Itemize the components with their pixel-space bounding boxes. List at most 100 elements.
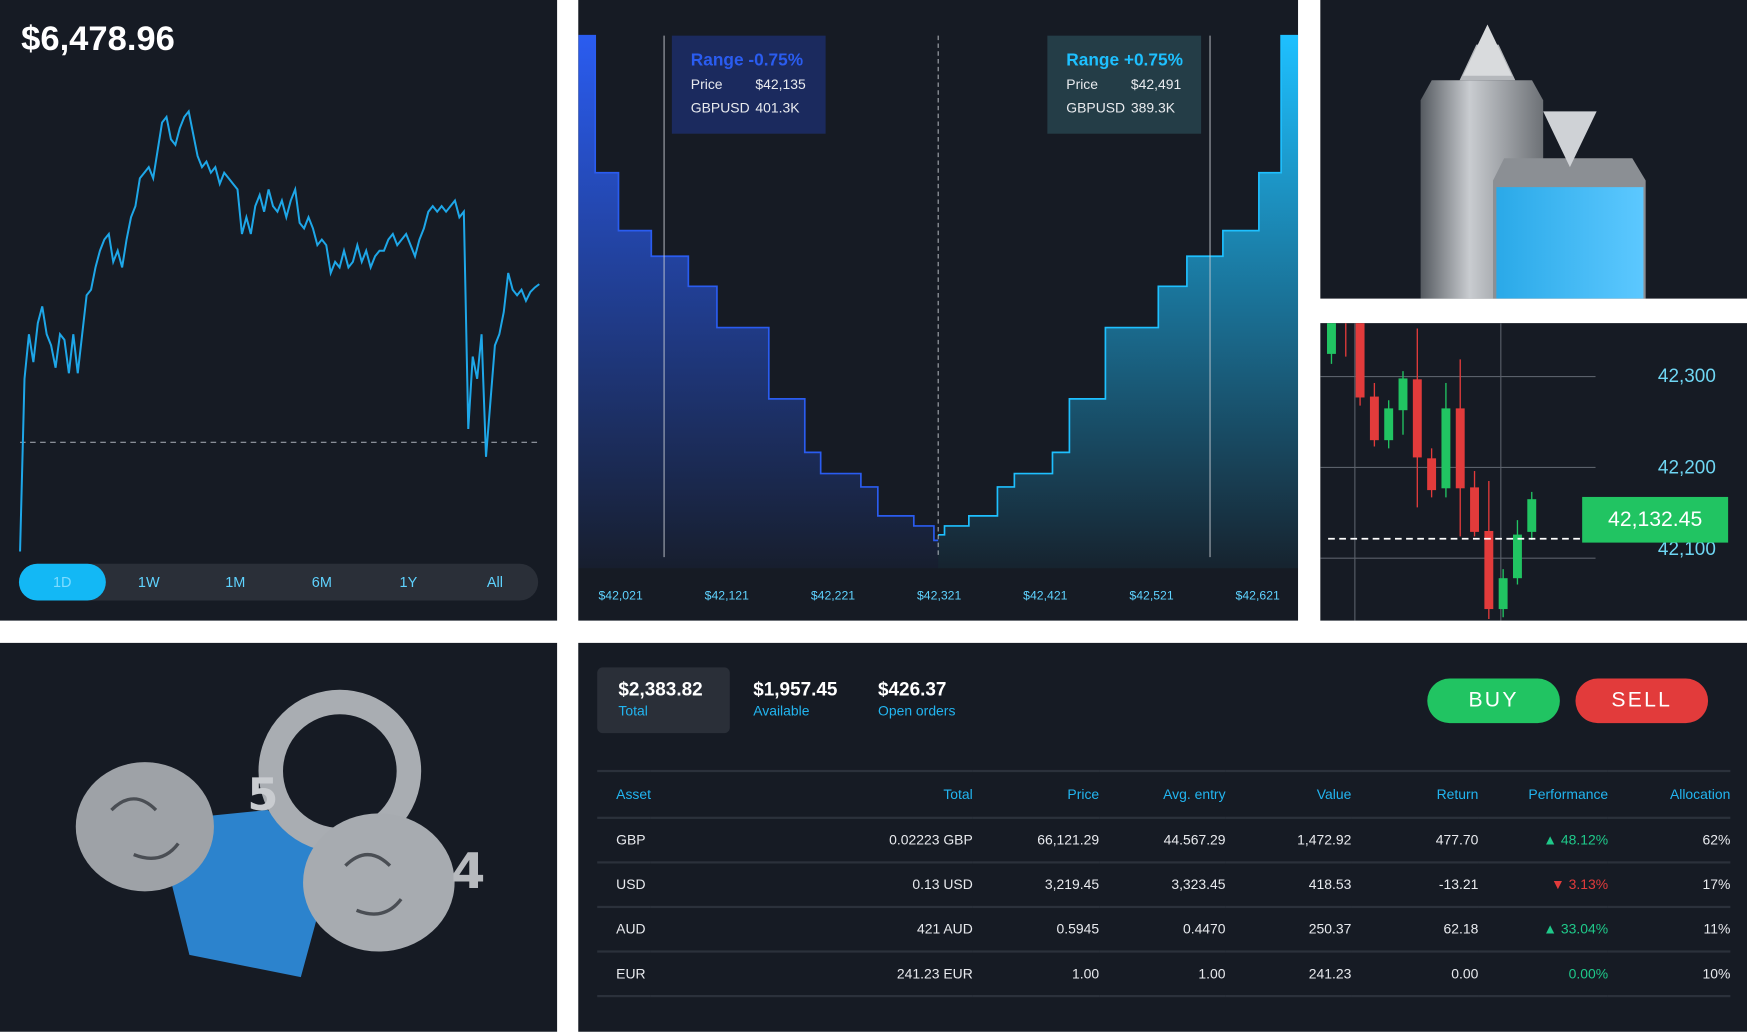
range-1d[interactable]: 1D bbox=[18, 563, 106, 601]
column-header[interactable]: Performance bbox=[1478, 769, 1609, 819]
column-header[interactable]: Allocation bbox=[1608, 769, 1731, 819]
asks-area bbox=[938, 35, 1299, 569]
cell-total: 421 AUD bbox=[650, 906, 973, 953]
cell-asset: AUD bbox=[597, 906, 651, 953]
cell-total: 0.02223 GBP bbox=[650, 817, 973, 864]
x-tick-label: $42,321 bbox=[916, 589, 962, 603]
cell-asset: EUR bbox=[597, 951, 651, 998]
x-tick-label: $42,121 bbox=[704, 589, 749, 603]
column-header[interactable]: Return bbox=[1351, 769, 1479, 819]
time-range-selector: 1D 1W 1M 6M 1Y All bbox=[18, 563, 539, 601]
sell-button[interactable]: SELL bbox=[1575, 678, 1709, 724]
summary-value: $1,957.45 bbox=[753, 678, 838, 700]
pair-value: 389.3K bbox=[1130, 100, 1176, 116]
symbols-artwork: 5 4 bbox=[75, 689, 485, 978]
summary-label: Open orders bbox=[877, 703, 956, 719]
cell-total: 241.23 EUR bbox=[650, 951, 973, 998]
current-price-tag: 42,132.45 bbox=[1582, 496, 1729, 543]
table-row[interactable]: USD 0.13 USD 3,219.45 3,323.45 418.53 -13.21 ▼… bbox=[597, 862, 1731, 909]
candle-body bbox=[1484, 530, 1494, 610]
cell-avg: 0.4470 bbox=[1099, 906, 1226, 953]
range-plus-title: Range +0.75% bbox=[1066, 51, 1183, 71]
cell-perf: ▲ 33.04% bbox=[1478, 906, 1609, 953]
performance-value: 33.04% bbox=[1560, 921, 1609, 938]
summary-total[interactable]: $2,383.82 Total bbox=[597, 667, 730, 734]
cell-perf: ▼ 3.13% bbox=[1478, 862, 1609, 909]
summary-label: Available bbox=[753, 703, 810, 719]
glyph-four: 4 bbox=[451, 842, 485, 900]
depth-chart bbox=[578, 34, 1299, 569]
candle-body bbox=[1327, 323, 1336, 354]
asks-line bbox=[938, 34, 1299, 536]
range-minus-box: Range -0.75% Price $42,135 GBPUSD 401.3K bbox=[671, 35, 826, 134]
portfolio-balance: $6,478.96 bbox=[21, 18, 175, 58]
range-1m[interactable]: 1M bbox=[225, 573, 246, 591]
candle-body bbox=[1412, 379, 1422, 458]
candle-body bbox=[1512, 534, 1522, 579]
candlestick-chart bbox=[1320, 323, 1596, 621]
pair-label: GBPUSD bbox=[690, 100, 750, 116]
cell-ret: 62.18 bbox=[1351, 906, 1479, 953]
grey-blob bbox=[303, 813, 455, 952]
column-header[interactable]: Asset bbox=[597, 769, 651, 819]
candle-body bbox=[1398, 378, 1408, 411]
cell-avg: 3,323.45 bbox=[1099, 862, 1226, 909]
y-tick-label: 42,100 bbox=[1657, 537, 1716, 560]
column-header[interactable]: Total bbox=[650, 769, 973, 819]
cell-asset: GBP bbox=[597, 817, 651, 864]
pair-value: 401.3K bbox=[755, 100, 800, 116]
summary-available[interactable]: $1,957.45 Available bbox=[732, 667, 837, 733]
range-all[interactable]: All bbox=[486, 573, 503, 591]
cell-alloc: 10% bbox=[1608, 951, 1731, 998]
cell-price: 66,121.29 bbox=[972, 817, 1100, 864]
performance-value: 3.13% bbox=[1568, 876, 1609, 893]
cell-price: 3,219.45 bbox=[972, 862, 1100, 909]
table-row[interactable]: GBP 0.02223 GBP 66,121.29 44.567.29 1,472.92… bbox=[597, 817, 1731, 864]
range-plus-box: Range +0.75% Price $42,491 GBPUSD 389.3K bbox=[1047, 35, 1202, 134]
range-1y[interactable]: 1Y bbox=[399, 573, 418, 591]
triangle-up-icon: ▲ bbox=[1543, 921, 1561, 938]
table-row[interactable]: AUD 421 AUD 0.5945 0.4470 250.37 62.18 ▲ 33.04… bbox=[597, 906, 1731, 953]
column-header[interactable]: Avg. entry bbox=[1099, 769, 1226, 819]
cell-ret: -13.21 bbox=[1351, 862, 1479, 909]
up-down-bars-illustration bbox=[1320, 0, 1747, 299]
glyph-five: 5 bbox=[247, 769, 278, 821]
portfolio-line bbox=[19, 109, 540, 552]
triangle-up-icon: ▲ bbox=[1543, 832, 1561, 848]
range-1w[interactable]: 1W bbox=[137, 573, 160, 591]
x-tick-label: $42,221 bbox=[810, 589, 856, 603]
holdings-table: Asset Total Price Avg. entry Value Return Perf… bbox=[597, 769, 1731, 998]
summary-open-orders[interactable]: $426.37 Open orders bbox=[857, 667, 956, 733]
candle-body bbox=[1355, 323, 1365, 398]
price-value: $42,491 bbox=[1130, 76, 1182, 93]
cell-value: 418.53 bbox=[1225, 862, 1352, 909]
triangle-down-icon: ▼ bbox=[1550, 876, 1569, 893]
depth-chart-panel: Range -0.75% Price $42,135 GBPUSD 401.3K R… bbox=[578, 0, 1299, 621]
performance-value: 48.12% bbox=[1560, 832, 1609, 848]
x-tick-label: $42,421 bbox=[1023, 589, 1068, 603]
candle-body bbox=[1369, 396, 1379, 441]
cell-total: 0.13 USD bbox=[650, 862, 973, 909]
price-value: $42,135 bbox=[755, 76, 806, 93]
cell-perf: 0.00% bbox=[1478, 951, 1609, 998]
column-header[interactable]: Price bbox=[972, 769, 1100, 819]
candle-body bbox=[1427, 458, 1437, 491]
y-tick-label: 42,200 bbox=[1657, 456, 1716, 478]
buy-button[interactable]: BUY bbox=[1427, 678, 1560, 724]
summary-value: $2,383.82 bbox=[618, 678, 703, 700]
x-tick-label: $42,021 bbox=[598, 589, 643, 603]
cell-perf: ▲ 48.12% bbox=[1478, 817, 1609, 864]
price-label: Price bbox=[690, 76, 723, 93]
grey-blob bbox=[75, 762, 214, 892]
candle-body bbox=[1527, 499, 1537, 532]
cell-value: 250.37 bbox=[1225, 906, 1352, 953]
cell-price: 1.00 bbox=[972, 951, 1100, 998]
summary-value: $426.37 bbox=[877, 678, 947, 700]
column-header[interactable]: Value bbox=[1225, 769, 1352, 819]
performance-value: 0.00% bbox=[1568, 966, 1609, 982]
cell-avg: 44.567.29 bbox=[1099, 817, 1226, 864]
range-minus-title: Range -0.75% bbox=[690, 51, 804, 71]
range-6m[interactable]: 6M bbox=[311, 573, 332, 591]
candle-body bbox=[1470, 487, 1479, 532]
table-row[interactable]: EUR 241.23 EUR 1.00 1.00 241.23 0.00 0.00% 10% bbox=[597, 951, 1731, 998]
